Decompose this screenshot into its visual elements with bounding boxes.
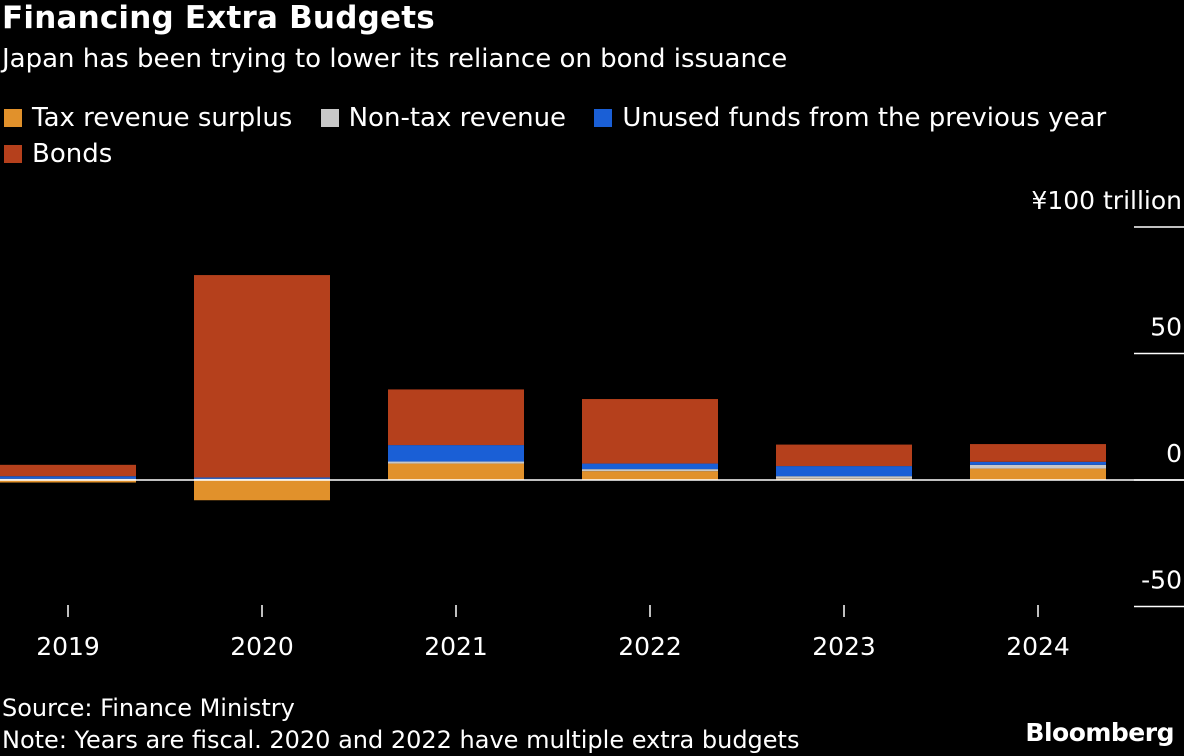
bar-segment bbox=[776, 466, 912, 477]
legend-swatch-tax-revenue-surplus bbox=[4, 109, 22, 127]
legend-swatch-bonds bbox=[4, 145, 22, 163]
y-tick-label: 50 bbox=[1150, 313, 1182, 342]
x-tick-label: 2020 bbox=[230, 632, 294, 661]
bar-segment bbox=[194, 477, 330, 479]
chart-title: Financing Extra Budgets bbox=[2, 0, 435, 36]
chart-plot: ¥100 trillion 50 0 -50 2019 2020 2021 2022 2023 2… bbox=[0, 186, 1184, 661]
legend: Tax revenue surplus Non-tax revenue Unus… bbox=[4, 100, 1184, 172]
bar-segment bbox=[194, 480, 330, 501]
legend-label: Bonds bbox=[32, 139, 113, 169]
bar-segment bbox=[582, 399, 718, 464]
bar-segment bbox=[388, 389, 524, 446]
bar-segment bbox=[582, 463, 718, 470]
y-tick-label: 0 bbox=[1166, 439, 1182, 468]
legend-label: Tax revenue surplus bbox=[32, 103, 293, 133]
footnote: Note: Years are fiscal. 2020 and 2022 ha… bbox=[2, 726, 800, 754]
y-tick-label: ¥100 trillion bbox=[1031, 186, 1182, 215]
x-tick-label: 2021 bbox=[424, 632, 488, 661]
x-tick-label: 2019 bbox=[36, 632, 100, 661]
bar-segment bbox=[582, 471, 718, 480]
bar-segment bbox=[776, 476, 912, 479]
x-tick-label: 2024 bbox=[1006, 632, 1070, 661]
bar-segment bbox=[970, 468, 1106, 480]
x-tick-label: 2023 bbox=[812, 632, 876, 661]
bar-segment bbox=[970, 444, 1106, 462]
legend-swatch-unused-funds bbox=[594, 109, 613, 127]
bar-segment bbox=[776, 444, 912, 467]
y-tick-label: -50 bbox=[1141, 566, 1182, 595]
bar-segment bbox=[388, 445, 524, 462]
bar-segment bbox=[582, 469, 718, 472]
legend-label: Unused funds from the previous year bbox=[622, 103, 1107, 133]
bar-segment bbox=[388, 461, 524, 464]
legend-item-tax-revenue-surplus: Tax revenue surplus bbox=[4, 100, 292, 136]
x-tick-label: 2022 bbox=[618, 632, 682, 661]
legend-item-unused-funds: Unused funds from the previous year bbox=[594, 100, 1106, 136]
legend-item-bonds: Bonds bbox=[4, 136, 112, 172]
bar-segment bbox=[0, 476, 136, 479]
bar-segment bbox=[0, 464, 136, 477]
legend-label: Non-tax revenue bbox=[348, 103, 567, 133]
bar-segment bbox=[970, 461, 1106, 465]
chart-subtitle: Japan has been trying to lower its relia… bbox=[2, 44, 788, 74]
legend-item-non-tax-revenue: Non-tax revenue bbox=[320, 100, 567, 136]
bar-segment bbox=[0, 480, 136, 483]
bar-segment bbox=[970, 464, 1106, 469]
legend-swatch-non-tax-revenue bbox=[320, 109, 339, 127]
source-note: Source: Finance Ministry bbox=[2, 694, 295, 722]
bloomberg-logo: Bloomberg bbox=[1025, 718, 1174, 747]
bar-segment bbox=[194, 275, 330, 478]
bar-segment bbox=[388, 463, 524, 480]
